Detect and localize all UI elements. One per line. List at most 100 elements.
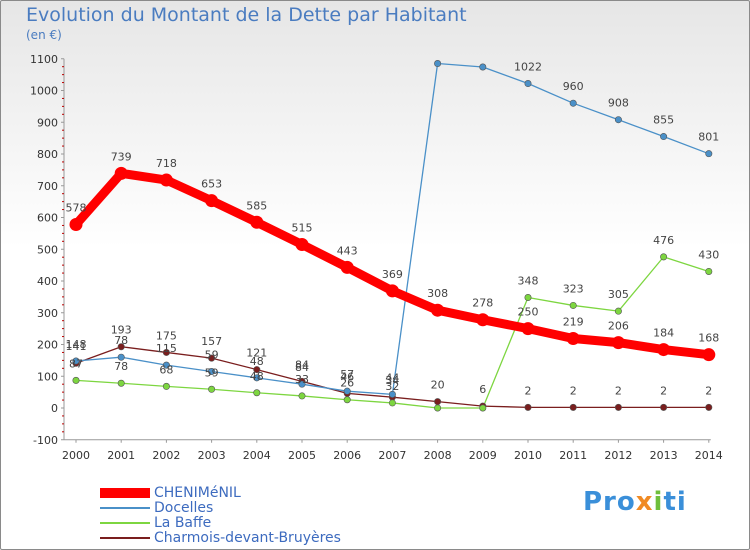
x-tick-label: 2005 — [288, 449, 316, 462]
data-point — [431, 303, 445, 317]
x-tick-label: 2013 — [650, 449, 678, 462]
legend-item-charmois: Charmois-devant-Bruyères — [100, 531, 341, 546]
chart-title: Evolution du Montant de la Dette par Hab… — [26, 4, 467, 26]
data-point — [569, 99, 577, 107]
x-tick-label: 2004 — [243, 449, 271, 462]
legend-label: CHENIMéNIL — [154, 485, 241, 501]
data-point — [521, 322, 535, 336]
data-label: 6 — [479, 383, 486, 396]
data-label: 515 — [292, 221, 313, 234]
legend-item-chenimenil: CHENIMéNIL — [100, 486, 341, 501]
y-tick-label: 1100 — [30, 53, 58, 66]
data-point — [569, 301, 577, 309]
data-point — [253, 374, 261, 382]
data-point — [660, 133, 668, 141]
y-tick-label: 400 — [37, 275, 58, 288]
x-tick-label: 2012 — [604, 449, 632, 462]
legend-swatch — [100, 507, 150, 509]
data-point — [434, 398, 442, 406]
data-label: 48 — [250, 370, 264, 383]
chart-axes: -100 0 100 200 300 400 500 600 700 800 900 1000 1100… — [30, 53, 723, 462]
data-label: 653 — [201, 178, 222, 191]
data-point — [208, 367, 216, 375]
y-tick-label: 900 — [37, 116, 58, 129]
data-label: 148 — [66, 338, 87, 351]
data-point — [205, 194, 219, 208]
data-point — [657, 343, 671, 357]
data-label: 1022 — [514, 61, 542, 74]
data-point — [388, 399, 396, 407]
data-label: 908 — [608, 97, 629, 110]
data-point — [479, 404, 487, 412]
series-points — [69, 60, 716, 412]
data-point — [295, 237, 309, 251]
data-point — [298, 392, 306, 400]
data-label: 855 — [653, 114, 674, 127]
x-tick-label: 2003 — [198, 449, 226, 462]
data-label: 960 — [563, 80, 584, 93]
data-label: 578 — [66, 201, 87, 214]
x-tick-label: 2007 — [378, 449, 406, 462]
data-point — [162, 382, 170, 390]
x-tick-label: 2000 — [62, 449, 90, 462]
data-point — [72, 357, 80, 365]
data-label: 157 — [201, 335, 222, 348]
data-label: 369 — [382, 268, 403, 281]
data-label: 168 — [698, 332, 719, 345]
data-point — [660, 403, 668, 411]
data-point — [253, 389, 261, 397]
x-tick-label: 2014 — [695, 449, 723, 462]
data-point — [614, 307, 622, 315]
x-tick-label: 2008 — [424, 449, 452, 462]
x-tick-label: 2009 — [469, 449, 497, 462]
data-point — [388, 390, 396, 398]
data-point — [524, 403, 532, 411]
data-label: 87 — [69, 357, 83, 370]
data-label: 48 — [250, 355, 264, 368]
data-point — [117, 353, 125, 361]
data-point — [208, 354, 216, 362]
data-label: 739 — [111, 150, 132, 163]
legend-swatch — [100, 522, 150, 524]
data-point — [298, 380, 306, 388]
data-label: 141 — [66, 340, 87, 353]
data-point — [524, 80, 532, 88]
data-point — [340, 260, 354, 274]
x-tick-label: 2001 — [107, 449, 135, 462]
data-label: 84 — [295, 361, 309, 374]
x-tick-label: 2011 — [559, 449, 587, 462]
y-tick-label: 200 — [37, 339, 58, 352]
y-tick-label: 600 — [37, 212, 58, 225]
legend-label: La Baffe — [154, 515, 212, 531]
y-tick-label: 100 — [37, 370, 58, 383]
data-point — [705, 403, 713, 411]
data-label: 57 — [340, 368, 354, 381]
data-label: 801 — [698, 131, 719, 144]
data-point — [569, 403, 577, 411]
data-point — [343, 387, 351, 395]
data-point — [702, 348, 716, 362]
y-tick-label: 0 — [51, 402, 58, 415]
data-label: 323 — [563, 282, 584, 295]
data-label: 2 — [615, 384, 622, 397]
data-label: 44 — [385, 371, 399, 384]
data-point — [434, 60, 442, 68]
y-tick-label: 800 — [37, 148, 58, 161]
data-label: 278 — [472, 297, 493, 310]
data-label: 34 — [385, 374, 399, 387]
data-point — [434, 404, 442, 412]
data-point — [705, 267, 713, 275]
data-label: 46 — [340, 370, 354, 383]
y-tick-label: 300 — [37, 307, 58, 320]
legend-label: Docelles — [154, 500, 214, 516]
data-label: 308 — [427, 287, 448, 300]
data-point — [660, 253, 668, 261]
data-label: 718 — [156, 157, 177, 170]
legend-item-docelles: Docelles — [100, 501, 341, 516]
data-point — [250, 215, 264, 229]
data-label: 193 — [111, 324, 132, 337]
legend-swatch — [100, 488, 150, 498]
